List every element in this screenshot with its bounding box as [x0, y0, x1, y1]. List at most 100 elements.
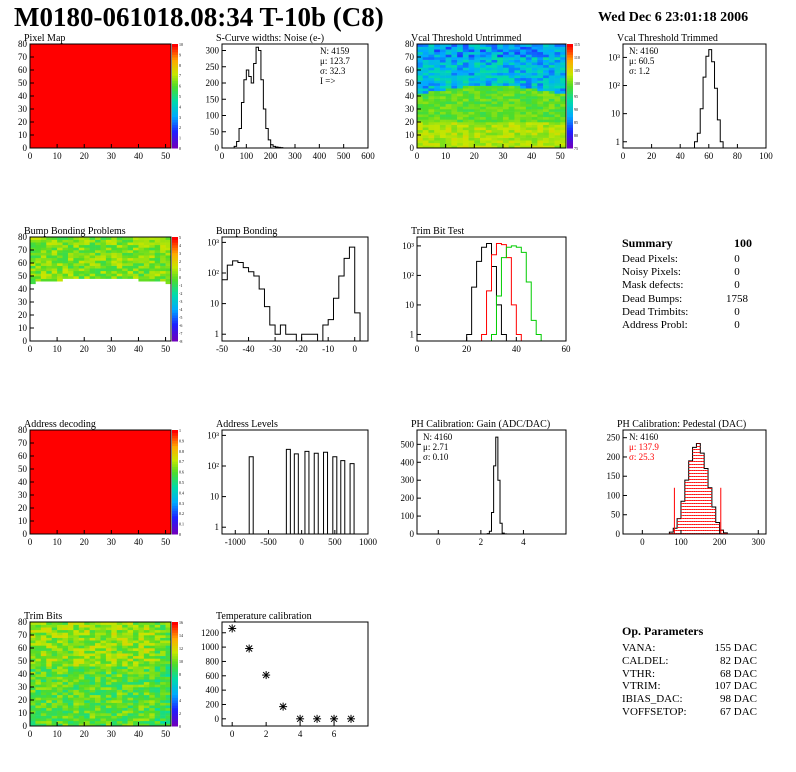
- heatmap-cell: [508, 54, 515, 58]
- heatmap-cell: [35, 648, 42, 651]
- heatmap-cell: [35, 624, 42, 628]
- heatmap-cell: [554, 119, 561, 123]
- heatmap-cell: [417, 142, 424, 146]
- heatmap-cell: [105, 268, 112, 272]
- heatmap-cell: [143, 268, 150, 272]
- heatmap-cell: [143, 645, 150, 649]
- heatmap-cell: [485, 127, 492, 131]
- heatmap-cell: [51, 632, 58, 636]
- heatmap-cell: [89, 627, 96, 631]
- heatmap-cell: [30, 705, 36, 709]
- heatmap-cell: [554, 90, 561, 94]
- heatmap-cell: [116, 645, 123, 649]
- heatmap-cell: [143, 642, 150, 646]
- colorbar-tick-label: 2: [179, 259, 181, 264]
- heatmap-cell: [537, 96, 544, 99]
- colorbar-tick-label: 0: [179, 146, 181, 151]
- heatmap-cell: [89, 692, 96, 696]
- heatmap-cell: [127, 671, 134, 675]
- heatmap-cell: [417, 106, 424, 110]
- heatmap-cell: [554, 122, 561, 125]
- heatmap-cell: [560, 72, 567, 76]
- heatmap-cell: [160, 645, 166, 649]
- marker-stroke: [347, 715, 355, 723]
- heatmap-cell: [89, 689, 96, 693]
- heatmap-cell: [67, 694, 74, 698]
- heatmap-cell: [474, 77, 481, 81]
- heatmap-cell: [468, 46, 475, 50]
- heatmap-cell: [51, 674, 58, 677]
- y-tick-label: 10³: [207, 237, 219, 247]
- heatmap-cell: [434, 101, 441, 105]
- heatmap-cell: [40, 655, 47, 659]
- heatmap-cell: [51, 666, 58, 670]
- heatmap-cell: [62, 684, 69, 688]
- heatmap-cell: [154, 239, 161, 243]
- heatmap-cell: [95, 658, 101, 662]
- heatmap-cell: [100, 697, 107, 701]
- heatmap-cell: [62, 702, 69, 706]
- heatmap-cell: [78, 276, 85, 279]
- heatmap-cell: [485, 70, 492, 73]
- histogram-line: [466, 243, 542, 342]
- heatmap-cell: [35, 681, 42, 685]
- heatmap-cell: [89, 700, 96, 703]
- x-tick-label: 0: [28, 729, 33, 739]
- heatmap-cell: [127, 702, 134, 706]
- heatmap-cell: [51, 237, 58, 240]
- heatmap-cell: [143, 707, 150, 711]
- heatmap-cell: [468, 54, 475, 58]
- colorbar-cell: [172, 705, 178, 709]
- heatmap-cell: [548, 135, 555, 138]
- heatmap-cell: [138, 689, 145, 693]
- heatmap-cell: [508, 77, 515, 81]
- heatmap-cell: [95, 648, 101, 651]
- heatmap-cell: [149, 715, 156, 719]
- heatmap-cell: [417, 140, 424, 144]
- heatmap-cell: [537, 70, 544, 73]
- heatmap-cell: [116, 648, 123, 651]
- heatmap-cell: [78, 658, 85, 662]
- heatmap-cell: [46, 705, 52, 709]
- heatmap-cell: [100, 624, 107, 628]
- heatmap-cell: [485, 59, 492, 63]
- heatmap-cell: [100, 689, 107, 693]
- heatmap-cell: [73, 655, 80, 659]
- heatmap-cell: [417, 109, 424, 112]
- y-tick-label: 10²: [207, 461, 219, 471]
- heatmap-cell: [51, 270, 58, 274]
- colorbar-cell: [172, 531, 178, 535]
- heatmap-cell: [457, 119, 464, 123]
- heatmap-cell: [154, 679, 161, 683]
- heatmap-cell: [149, 632, 156, 636]
- heatmap-cell: [40, 637, 47, 641]
- heatmap-cell: [143, 694, 150, 698]
- heatmap-cell: [548, 98, 555, 102]
- heatmap-cell: [149, 635, 156, 638]
- heatmap-cell: [105, 697, 112, 701]
- heatmap-cell: [468, 51, 475, 55]
- heatmap-cell: [451, 90, 458, 94]
- heatmap-cell: [143, 720, 150, 724]
- heatmap-cell: [78, 242, 85, 246]
- heatmap-cell: [543, 62, 550, 66]
- heatmap-cell: [154, 247, 161, 251]
- y-tick-label: 400: [206, 685, 220, 695]
- heatmap-cell: [111, 653, 118, 657]
- heatmap-cell: [149, 260, 156, 264]
- heatmap-cell: [30, 250, 36, 253]
- heatmap-cell: [149, 255, 156, 259]
- x-tick-label: 0: [28, 344, 33, 354]
- heatmap-cell: [111, 666, 118, 670]
- plot-frame: [416, 429, 567, 535]
- heatmap-cell: [84, 247, 90, 251]
- heatmap-cell: [531, 137, 538, 141]
- heatmap-cell: [40, 244, 47, 248]
- heatmap-cell: [548, 111, 555, 115]
- heatmap-cell: [122, 684, 128, 688]
- heatmap-cell: [67, 687, 74, 690]
- scatter-point: [296, 714, 305, 723]
- heatmap-cell: [491, 132, 498, 136]
- heatmap-cell: [165, 710, 172, 714]
- heatmap-cell: [548, 46, 555, 50]
